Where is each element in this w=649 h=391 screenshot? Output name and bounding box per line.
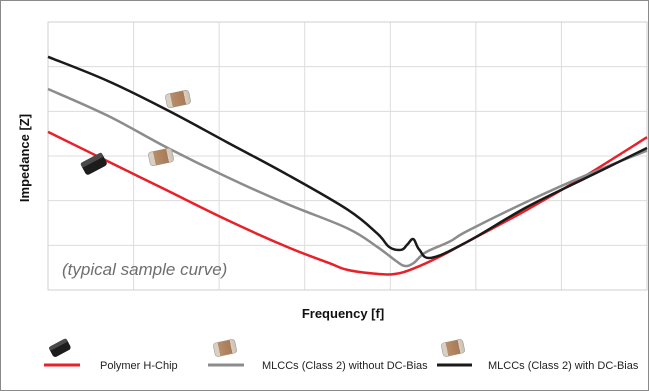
x-axis-label: Frequency [f] bbox=[302, 306, 384, 321]
mlcc-chip-icon bbox=[441, 339, 465, 357]
plot-area bbox=[47, 21, 648, 291]
legend-label-mlcc-no-bias: MLCCs (Class 2) without DC-Bias bbox=[262, 360, 428, 372]
grid-lines bbox=[48, 22, 647, 290]
legend-label-polymer: Polymer H-Chip bbox=[100, 360, 178, 372]
plot-border bbox=[47, 21, 648, 291]
mlcc-chip-icon bbox=[165, 89, 191, 109]
legend-label-mlcc-bias: MLCCs (Class 2) with DC-Bias bbox=[488, 360, 639, 372]
series-line-mlcc-without-dc-bias bbox=[47, 87, 648, 268]
mlcc-chip-icon bbox=[213, 339, 237, 357]
legend: Polymer H-Chip MLCCs (Class 2) without D… bbox=[44, 338, 639, 372]
series-lines bbox=[47, 55, 648, 276]
series-line-polymer-h-chip bbox=[47, 130, 648, 276]
series-line-mlcc-with-dc-bias bbox=[47, 55, 648, 260]
annotation-text: (typical sample curve) bbox=[62, 260, 227, 279]
legend-item-mlcc-bias: MLCCs (Class 2) with DC-Bias bbox=[437, 339, 639, 372]
black-chip-icon bbox=[49, 338, 71, 357]
legend-item-polymer: Polymer H-Chip bbox=[44, 338, 178, 372]
y-axis-label: Impedance [Z] bbox=[17, 114, 32, 202]
black-chip-icon bbox=[80, 152, 107, 175]
legend-item-mlcc-no-bias: MLCCs (Class 2) without DC-Bias bbox=[208, 339, 428, 372]
mlcc-chip-icon bbox=[148, 147, 174, 167]
